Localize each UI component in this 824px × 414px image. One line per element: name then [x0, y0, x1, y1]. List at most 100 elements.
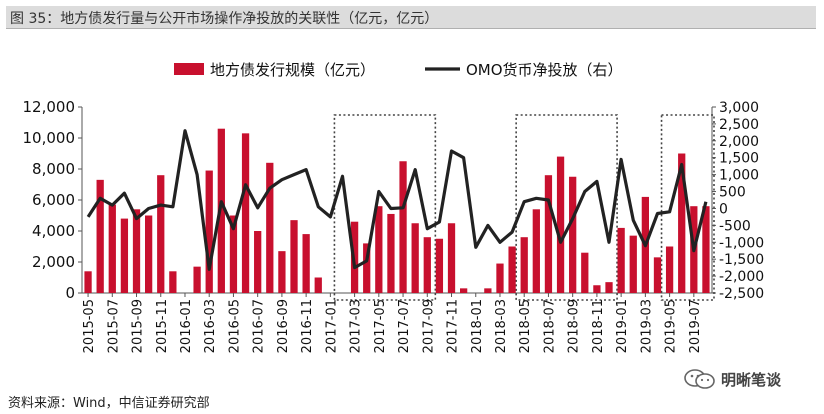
left-tick-label: 8,000 [32, 160, 75, 178]
bar [96, 179, 104, 293]
right-tick-label: -2,500 [719, 286, 764, 302]
bar [108, 204, 116, 293]
x-tick-label: 2018-09 [567, 299, 582, 353]
bar [145, 215, 153, 293]
x-tick-label: 2018-07 [542, 299, 557, 353]
bar [266, 162, 274, 293]
bar [169, 271, 177, 293]
highlight-box [333, 114, 437, 301]
bar [229, 215, 238, 293]
bar [556, 156, 565, 293]
bar [205, 170, 213, 293]
highlight-box [660, 114, 715, 301]
bar [532, 209, 540, 293]
bar [496, 263, 504, 293]
x-tick-label: 2016-09 [276, 299, 291, 353]
bar [375, 206, 383, 293]
bar [702, 206, 710, 293]
bar [484, 288, 492, 293]
bar [581, 252, 589, 293]
right-tick-label: 3,000 [719, 100, 759, 116]
bar [290, 220, 298, 293]
bar [193, 266, 201, 293]
left-tick-label: 12,000 [23, 98, 76, 116]
right-tick-label: 2,000 [719, 134, 759, 150]
x-tick-label: 2016-01 [179, 299, 194, 353]
bar [84, 271, 92, 293]
x-tick-label: 2015-11 [155, 299, 170, 353]
highlight-box [515, 114, 618, 301]
bar [678, 153, 686, 293]
x-tick-label: 2016-11 [300, 299, 315, 353]
x-tick-label: 2016-05 [227, 299, 242, 353]
bar [460, 288, 468, 293]
watermark: 明晰笔谈 [683, 368, 781, 390]
left-tick-label: 6,000 [32, 191, 75, 209]
bar [593, 285, 601, 293]
bar [363, 243, 371, 293]
chart-title: 图 35：地方债发行量与公开市场操作净投放的关联性（亿元，亿元） [10, 11, 439, 27]
bar [605, 282, 613, 293]
watermark-text: 明晰笔谈 [721, 370, 782, 389]
x-tick-label: 2018-01 [470, 299, 485, 353]
bar [544, 175, 553, 293]
bar [241, 133, 250, 293]
bar [157, 175, 165, 293]
bar [411, 223, 419, 293]
bar [399, 161, 407, 293]
legend-label-bar: 地方债发行规模（亿元） [210, 61, 375, 79]
bar [314, 277, 322, 293]
x-tick-label: 2019-01 [615, 299, 630, 353]
bar [278, 251, 286, 293]
x-tick-label: 2018-03 [494, 299, 509, 353]
right-tick-label: -500 [719, 218, 751, 234]
x-tick-label: 2016-07 [252, 299, 267, 353]
legend-label-line: OMO货币净投放（右） [466, 61, 623, 79]
right-tick-label: 500 [719, 185, 746, 201]
bar [387, 213, 395, 293]
bar [435, 238, 444, 293]
source-note: 资料来源：Wind，中信证券研究部 [8, 396, 210, 411]
bar [665, 246, 674, 293]
bar [520, 237, 528, 293]
bar [569, 176, 577, 293]
omo-line [86, 129, 708, 271]
bar [423, 237, 431, 293]
x-tick-label: 2017-05 [373, 299, 388, 353]
x-tick-label: 2016-03 [203, 299, 218, 353]
title-bar: 图 35：地方债发行量与公开市场操作净投放的关联性（亿元，亿元） [6, 6, 816, 29]
bar [629, 235, 637, 293]
x-tick-label: 2019-03 [639, 299, 654, 353]
x-tick-label: 2017-11 [446, 299, 461, 353]
x-tick-label: 2017-01 [324, 299, 339, 353]
x-tick-label: 2019-05 [664, 299, 679, 353]
bar [254, 231, 262, 293]
x-tick-label: 2015-07 [106, 299, 121, 353]
bar [120, 218, 129, 293]
bar [617, 227, 625, 293]
left-tick-label: 4,000 [32, 222, 75, 240]
bar [217, 128, 225, 293]
legend-swatch-bar [174, 63, 204, 75]
x-tick-label: 2015-09 [131, 299, 146, 353]
left-tick-label: 2,000 [32, 253, 75, 271]
x-tick-label: 2017-03 [349, 299, 364, 353]
right-tick-label: -1,000 [719, 235, 764, 251]
bar [302, 234, 310, 293]
bar [653, 257, 662, 293]
right-tick-label: 2,500 [719, 117, 759, 133]
right-tick-label: 1,000 [719, 168, 759, 184]
wechat-icon [683, 368, 717, 390]
x-tick-label: 2019-07 [688, 299, 703, 353]
left-tick-label: 0 [65, 284, 75, 302]
x-tick-label: 2015-05 [82, 299, 97, 353]
bar [508, 246, 516, 293]
right-tick-label: 0 [719, 201, 728, 217]
x-tick-label: 2018-11 [591, 299, 606, 353]
x-tick-label: 2018-05 [518, 299, 533, 353]
bar [447, 223, 456, 293]
right-tick-label: -1,500 [719, 252, 764, 268]
x-tick-label: 2017-09 [421, 299, 436, 353]
bar [132, 209, 141, 293]
